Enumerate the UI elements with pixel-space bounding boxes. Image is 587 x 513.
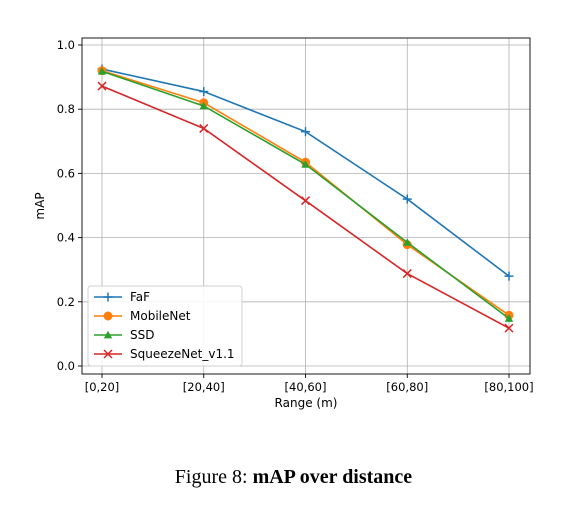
data-point-squeezenet-v1-1	[300, 196, 311, 206]
legend-entry-faf: FaF	[94, 290, 150, 304]
x-axis-label: Range (m)	[275, 396, 338, 410]
axes: [0,20] [20,40] [40,60] [60,80] [80,100] 0.0 0.…	[33, 37, 534, 410]
marker-x-b	[199, 123, 209, 133]
series-ssd	[97, 67, 514, 322]
legend-entry-mobilenet: MobileNet	[94, 309, 191, 323]
caption-title: mAP over distance	[252, 466, 413, 488]
data-point-squeezenet-v1-1	[199, 123, 209, 133]
data-point-squeezenet-v1-1	[504, 323, 514, 333]
data-point-ssd	[97, 67, 107, 75]
legend-label: SSD	[130, 328, 154, 342]
legend-entry-ssd: SSD	[94, 328, 154, 342]
series-squeezenet-v1-1	[97, 81, 514, 333]
x-tick-label: [80,100]	[484, 380, 533, 394]
figure-caption: Figure 8: mAP over distance	[0, 466, 587, 489]
data-point-ssd	[403, 238, 412, 246]
y-tick-label: 0.2	[57, 295, 75, 309]
plot-frame	[81, 37, 531, 375]
marker-x-b	[103, 349, 113, 359]
data-point-ssd	[199, 101, 208, 110]
data-point-faf	[504, 271, 514, 281]
legend-marker	[103, 330, 113, 339]
x-tick-label: [0,20]	[85, 380, 120, 394]
data-point-ssd	[301, 160, 310, 168]
marker-x-b	[402, 269, 412, 279]
data-point-squeezenet-v1-1	[97, 81, 107, 91]
data-point-ssd	[504, 314, 514, 322]
legend-label: SqueezeNet_v1.1	[130, 347, 235, 361]
y-tick-label: 0.0	[57, 359, 75, 373]
x-tick-label: [60,80]	[386, 380, 428, 394]
data-point-squeezenet-v1-1	[402, 269, 412, 279]
legend-label: MobileNet	[130, 309, 191, 323]
data-point-faf	[199, 87, 209, 97]
marker-x-b	[300, 196, 311, 206]
legend-label: FaF	[130, 290, 150, 304]
legend: FaF MobileNet SSD SqueezeNet_v1.1	[87, 285, 243, 367]
legend-entry-squeezenet-v1-1: SqueezeNet_v1.1	[94, 347, 235, 361]
data-point-faf	[301, 127, 310, 137]
y-axis-label: mAP	[33, 192, 47, 219]
y-tick-label: 1.0	[57, 38, 75, 52]
caption-prefix: Figure 8:	[174, 466, 253, 488]
legend-marker	[103, 349, 113, 359]
y-tick-label: 0.4	[57, 231, 75, 245]
legend-marker	[103, 311, 113, 321]
legend-box	[87, 285, 243, 367]
x-tick-label: [40,60]	[285, 380, 327, 394]
legend-marker	[103, 292, 113, 302]
y-tick-label: 0.6	[57, 166, 75, 180]
marker-x-b	[504, 323, 514, 333]
x-tick-label: [20,40]	[183, 380, 225, 394]
series-group	[97, 64, 514, 333]
data-point-faf	[402, 194, 412, 204]
marker-x-b	[97, 81, 107, 91]
y-tick-label: 0.8	[57, 102, 75, 116]
